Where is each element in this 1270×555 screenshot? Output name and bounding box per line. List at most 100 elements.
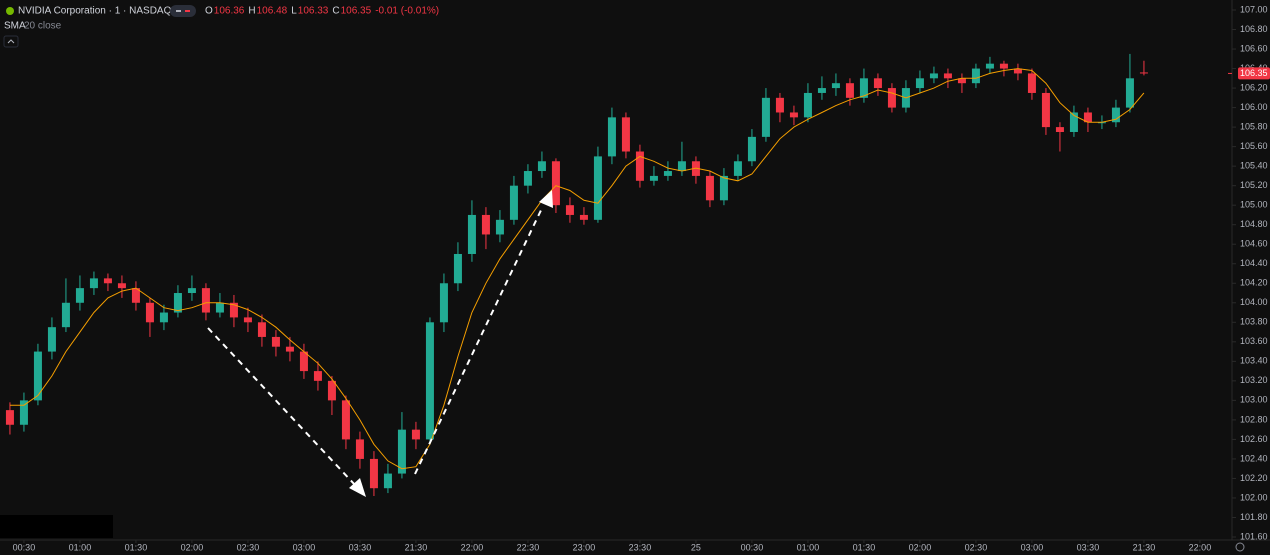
candle-body bbox=[467, 214, 476, 254]
candle-body bbox=[425, 322, 434, 440]
x-tick-label: 02:00 bbox=[909, 542, 932, 552]
y-tick-label: 102.40 bbox=[1240, 453, 1268, 463]
x-tick-label: 01:00 bbox=[69, 542, 92, 552]
y-tick-label: 102.20 bbox=[1240, 473, 1268, 483]
candle-body bbox=[327, 380, 336, 401]
candle-body bbox=[1125, 78, 1134, 108]
symbol-logo bbox=[6, 7, 14, 15]
candle-body bbox=[565, 205, 574, 215]
y-tick-label: 101.80 bbox=[1240, 512, 1268, 522]
x-tick-label: 22:00 bbox=[461, 542, 484, 552]
x-tick-label: 02:30 bbox=[237, 542, 260, 552]
y-tick-label: 104.20 bbox=[1240, 278, 1268, 288]
x-tick-label: 03:00 bbox=[293, 542, 316, 552]
candle-body bbox=[19, 400, 28, 425]
candle-body bbox=[257, 322, 266, 337]
y-tick-label: 103.20 bbox=[1240, 375, 1268, 385]
down-arrow-line bbox=[207, 327, 357, 487]
candle-body bbox=[117, 283, 126, 289]
candle-body bbox=[145, 302, 154, 323]
candle-body bbox=[439, 283, 448, 323]
candle-body bbox=[411, 429, 420, 440]
y-tick-label: 107.00 bbox=[1240, 4, 1268, 14]
y-tick-label: 106.80 bbox=[1240, 24, 1268, 34]
readout-key: C bbox=[332, 6, 339, 17]
y-tick-label: 103.00 bbox=[1240, 395, 1268, 405]
x-tick-label: 01:00 bbox=[797, 542, 820, 552]
x-tick-label: 22:30 bbox=[517, 542, 540, 552]
candle-body bbox=[705, 175, 714, 201]
candle-body bbox=[215, 302, 224, 313]
candle-body bbox=[607, 117, 616, 157]
x-tick-label: 23:30 bbox=[629, 542, 652, 552]
y-tick-label: 101.60 bbox=[1240, 531, 1268, 541]
readout-value: 106.36 bbox=[214, 6, 245, 17]
candle-body bbox=[509, 185, 518, 220]
y-tick-label: 104.80 bbox=[1240, 219, 1268, 229]
y-tick-label: 104.60 bbox=[1240, 239, 1268, 249]
candle-body bbox=[271, 336, 280, 347]
y-tick-label: 103.80 bbox=[1240, 317, 1268, 327]
candle-body bbox=[229, 302, 238, 318]
y-tick-label: 103.60 bbox=[1240, 336, 1268, 346]
candle-body bbox=[733, 161, 742, 176]
y-tick-label: 105.20 bbox=[1240, 180, 1268, 190]
candle-body bbox=[551, 161, 560, 206]
up-arrowhead bbox=[539, 190, 553, 208]
overlay-box bbox=[0, 515, 113, 538]
y-tick-label: 104.40 bbox=[1240, 258, 1268, 268]
candle-body bbox=[131, 288, 140, 303]
candle-body bbox=[957, 78, 966, 84]
candle-body bbox=[523, 171, 532, 186]
collapse-button[interactable] bbox=[3, 35, 19, 48]
candle-body bbox=[1055, 127, 1064, 132]
candle-body bbox=[1139, 72, 1148, 74]
candle-body bbox=[5, 410, 14, 425]
settings-icon[interactable] bbox=[1235, 542, 1245, 552]
candle-body bbox=[971, 68, 980, 84]
x-tick-label: 22:00 bbox=[1189, 542, 1212, 552]
y-tick-label: 103.40 bbox=[1240, 356, 1268, 366]
y-tick-label: 102.00 bbox=[1240, 492, 1268, 502]
indicator-params: 20 close bbox=[24, 21, 62, 32]
candle-body bbox=[663, 171, 672, 176]
y-tick-label: 105.00 bbox=[1240, 200, 1268, 210]
last-price-label: 106.35 bbox=[1240, 68, 1268, 78]
x-tick-label: 03:30 bbox=[1077, 542, 1100, 552]
candle-body bbox=[873, 78, 882, 89]
candle-body bbox=[1083, 112, 1092, 123]
y-tick-label: 105.80 bbox=[1240, 121, 1268, 131]
candle-body bbox=[649, 175, 658, 181]
candle-body bbox=[1097, 122, 1106, 124]
y-tick-label: 106.00 bbox=[1240, 102, 1268, 112]
annotation-arrows bbox=[207, 190, 553, 497]
candle-body bbox=[383, 473, 392, 489]
candle-body bbox=[1013, 68, 1022, 74]
candle-body bbox=[831, 83, 840, 89]
indicator-name: SMA bbox=[4, 21, 26, 32]
candle-body bbox=[47, 327, 56, 352]
candle-body bbox=[299, 351, 308, 372]
x-tick-label: 01:30 bbox=[853, 542, 876, 552]
candle-body bbox=[495, 219, 504, 235]
y-tick-label: 106.60 bbox=[1240, 43, 1268, 53]
candle-body bbox=[285, 346, 294, 352]
readout-value: 106.35 bbox=[341, 6, 372, 17]
readout-key: H bbox=[248, 6, 255, 17]
candle-body bbox=[579, 214, 588, 220]
x-tick-label: 00:30 bbox=[741, 542, 764, 552]
x-tick-label: 21:30 bbox=[405, 542, 428, 552]
collapse-icon bbox=[7, 39, 15, 44]
candle-body bbox=[677, 161, 686, 172]
candle-body bbox=[775, 97, 784, 113]
candle-body bbox=[1027, 73, 1036, 93]
x-tick-label: 03:00 bbox=[1021, 542, 1044, 552]
x-tick-label: 03:30 bbox=[349, 542, 372, 552]
candle-body bbox=[789, 112, 798, 118]
candle-body bbox=[537, 161, 546, 172]
candle-body bbox=[887, 88, 896, 108]
y-tick-label: 104.00 bbox=[1240, 297, 1268, 307]
header-pill[interactable] bbox=[170, 5, 196, 17]
x-tick-label: 00:30 bbox=[13, 542, 36, 552]
candle-body bbox=[593, 156, 602, 220]
